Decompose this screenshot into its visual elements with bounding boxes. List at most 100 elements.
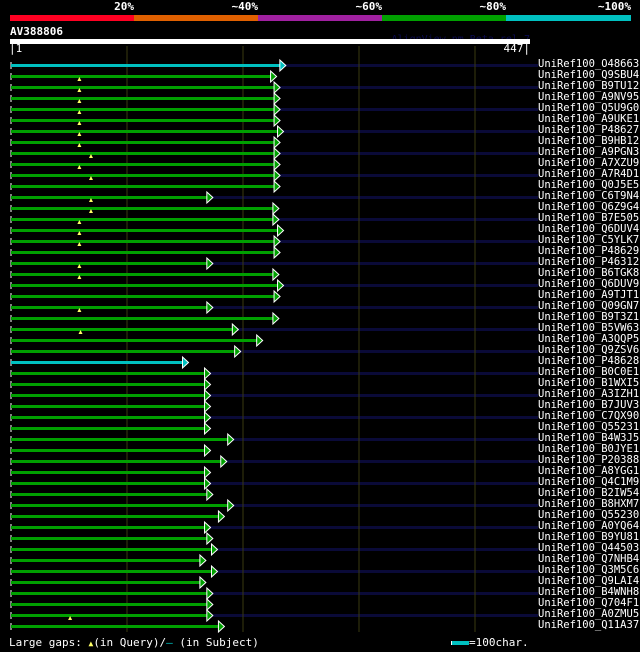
hit-label[interactable]: UniRef100_P48627 — [538, 124, 640, 136]
hit-end-arrow-icon — [204, 443, 212, 458]
hit-label[interactable]: UniRef100_Q7NHB4 — [538, 553, 640, 565]
hit-label[interactable]: UniRef100_Q9ZSV6 — [538, 344, 640, 356]
query-start: |1 — [9, 42, 23, 55]
hit-end-arrow-icon — [273, 146, 281, 161]
hit-bar — [11, 196, 207, 199]
query-bar — [10, 39, 530, 44]
hit-label[interactable]: UniRef100_A8YGG1 — [538, 465, 640, 477]
hit-label[interactable]: UniRef100_Q44503 — [538, 542, 640, 554]
hit-bar — [11, 581, 200, 584]
hit-bar — [11, 317, 273, 320]
legend-in-subject: (in Subject) — [172, 636, 259, 649]
hit-label[interactable]: UniRef100_C6T9N4 — [538, 190, 640, 202]
hit-label[interactable]: UniRef100_B0C0E1 — [538, 366, 640, 378]
hit-label[interactable]: UniRef100_Q55230 — [538, 509, 640, 521]
hit-label[interactable]: UniRef100_A0ZMU5 — [538, 608, 640, 620]
identity-bar-5 — [506, 15, 631, 21]
hit-end-arrow-icon — [273, 113, 281, 128]
hit-label[interactable]: UniRef100_P48628 — [538, 355, 640, 367]
hit-label[interactable]: UniRef100_P20388 — [538, 454, 640, 466]
hit-label[interactable]: UniRef100_B2IW54 — [538, 487, 640, 499]
hit-bar — [11, 460, 221, 463]
hit-bar — [11, 108, 275, 111]
query-gap-icon — [77, 99, 82, 103]
hit-label[interactable]: UniRef100_Q9SBU4 — [538, 69, 640, 81]
hit-label[interactable]: UniRef100_P46312 — [538, 256, 640, 268]
hit-label[interactable]: UniRef100_Q5U9G0 — [538, 102, 640, 114]
hit-label[interactable]: UniRef100_B9T3Z1 — [538, 311, 640, 323]
hit-label[interactable]: UniRef100_A3IZH1 — [538, 388, 640, 400]
hit-end-arrow-icon — [182, 355, 190, 370]
hit-end-arrow-icon — [206, 190, 214, 205]
hit-label[interactable]: UniRef100_B0JYE1 — [538, 443, 640, 455]
hit-end-arrow-icon — [277, 124, 285, 139]
hit-end-arrow-icon — [204, 410, 212, 425]
hit-label[interactable]: UniRef100_A7R4D1 — [538, 168, 640, 180]
hit-bar — [11, 471, 205, 474]
hit-bar — [11, 251, 275, 254]
hit-label[interactable]: UniRef100_C5YLK7 — [538, 234, 640, 246]
query-start-value: 1 — [15, 42, 23, 55]
hit-label[interactable]: UniRef100_Q09GN7 — [538, 300, 640, 312]
hit-bar — [11, 614, 207, 617]
hit-bar — [11, 603, 207, 606]
hit-label[interactable]: UniRef100_C7QX90 — [538, 410, 640, 422]
hit-label[interactable]: UniRef100_Q4C1M9 — [538, 476, 640, 488]
hit-bar — [11, 273, 273, 276]
hit-label[interactable]: UniRef100_B9HB12 — [538, 135, 640, 147]
hit-label[interactable]: UniRef100_B7E505 — [538, 212, 640, 224]
hit-label[interactable]: UniRef100_Q9LAI4 — [538, 575, 640, 587]
scale-legend: =100char. — [451, 636, 529, 649]
hit-label[interactable]: UniRef100_Q55231 — [538, 421, 640, 433]
hit-label[interactable]: UniRef100_A9NV95 — [538, 91, 640, 103]
hit-label[interactable]: UniRef100_B7JUV3 — [538, 399, 640, 411]
hit-end-arrow-icon — [217, 619, 226, 634]
row-background — [11, 460, 538, 463]
hit-end-arrow-icon — [227, 498, 235, 513]
hit-label[interactable]: UniRef100_O48663 — [538, 58, 640, 70]
hit-label[interactable]: UniRef100_A7XZU9 — [538, 157, 640, 169]
identity-label-3: ~60% — [355, 0, 383, 13]
query-gap-icon — [77, 143, 82, 147]
hit-label[interactable]: UniRef100_Q3M5C6 — [538, 564, 640, 576]
row-background — [11, 526, 538, 529]
hit-bar — [11, 438, 228, 441]
hit-label[interactable]: UniRef100_Q11A37 — [538, 619, 640, 631]
row-background — [11, 614, 538, 617]
hit-label[interactable]: UniRef100_Q6DUV4 — [538, 223, 640, 235]
hit-label[interactable]: UniRef100_B5VW63 — [538, 322, 640, 334]
hit-label[interactable]: UniRef100_A3QQP5 — [538, 333, 640, 345]
hit-label[interactable]: UniRef100_P48629 — [538, 245, 640, 257]
hit-label[interactable]: UniRef100_B4W3J5 — [538, 432, 640, 444]
hit-bar — [11, 207, 273, 210]
hit-label[interactable]: UniRef100_A9PGN3 — [538, 146, 640, 158]
hit-bar — [11, 152, 275, 155]
hit-bar — [11, 515, 219, 518]
hit-end-arrow-icon — [273, 157, 281, 172]
hit-label[interactable]: UniRef100_B8HXM7 — [538, 498, 640, 510]
hit-label[interactable]: UniRef100_Q704F1 — [538, 597, 640, 609]
hit-label[interactable]: UniRef100_Q6Z9G4 — [538, 201, 640, 213]
hit-label[interactable]: UniRef100_B6TGK8 — [538, 267, 640, 279]
hit-label[interactable]: UniRef100_B4WNH8 — [538, 586, 640, 598]
hit-label[interactable]: UniRef100_B1WXI5 — [538, 377, 640, 389]
hit-bar — [11, 405, 205, 408]
hit-end-arrow-icon — [279, 58, 287, 73]
hit-bar — [11, 328, 233, 331]
query-gap-icon — [68, 616, 73, 620]
hit-end-arrow-icon — [272, 267, 280, 282]
query-gap-icon — [77, 132, 82, 136]
scale-bar-icon — [451, 641, 469, 645]
query-gap-icon — [77, 231, 82, 235]
hit-end-arrow-icon — [206, 597, 214, 612]
hit-bar — [11, 383, 205, 386]
hit-label[interactable]: UniRef100_A0YQ64 — [538, 520, 640, 532]
hit-label[interactable]: UniRef100_B9YU81 — [538, 531, 640, 543]
hit-label[interactable]: UniRef100_B9TU12 — [538, 80, 640, 92]
hit-label[interactable]: UniRef100_Q6DUV9 — [538, 278, 640, 290]
hit-label[interactable]: UniRef100_A9UKE1 — [538, 113, 640, 125]
hit-label[interactable]: UniRef100_A9TJT1 — [538, 289, 640, 301]
hit-end-arrow-icon — [206, 531, 214, 546]
hit-label[interactable]: UniRef100_Q0J5E5 — [538, 179, 640, 191]
query-gap-icon — [78, 330, 83, 334]
